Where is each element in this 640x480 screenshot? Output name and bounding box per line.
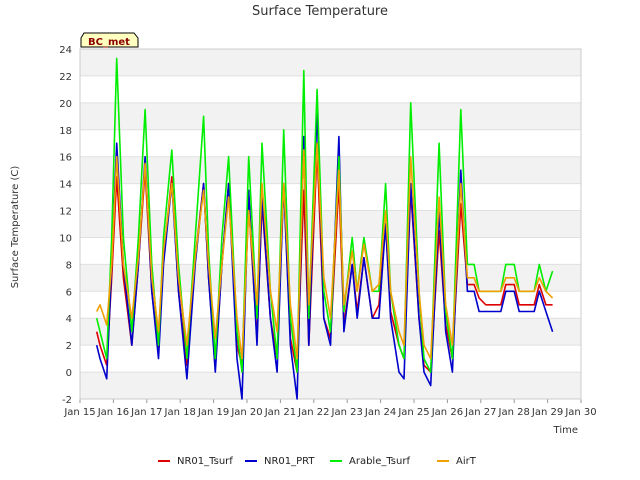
series-line-airt [95,142,554,360]
y-tick-label: 6 [66,287,72,298]
y-tick-label: 16 [59,153,72,164]
y-tick-label: 10 [59,233,72,244]
y-tick-label: 4 [66,314,72,325]
grid-band [80,210,581,238]
series-lines [95,57,554,400]
y-tick-label: 12 [59,207,72,218]
station-badge: BC_met [80,32,139,48]
x-tick-label: Jan 20 [230,407,262,418]
x-tick-label: Jan 30 [564,407,596,418]
y-axis-title: Surface Temperature (C) [10,166,21,289]
x-tick-label: Jan 26 [431,407,463,418]
badge-label: BC_met [88,37,130,48]
legend: NR01_Tsurf NR01_PRT Arable_Tsurf AirT [158,456,477,467]
x-tick-label: Jan 25 [397,407,429,418]
grid-band [80,372,581,399]
grid-band [80,156,581,184]
y-tick-label: 20 [59,99,72,110]
series-line-arable-tsurf [95,57,554,373]
x-tick-label: Jan 28 [498,407,530,418]
x-tick-label: Jan 17 [130,407,162,418]
plot-frame [79,48,582,400]
x-tick-label: Jan 22 [297,407,329,418]
y-tick-label: 0 [66,368,72,379]
x-tick-label: Jan 24 [364,407,396,418]
x-tick-label: Jan 16 [97,407,129,418]
legend-label: NR01_Tsurf [177,456,233,467]
grid-band [80,49,581,76]
legend-label: Arable_Tsurf [349,456,410,467]
x-tick-label: Jan 19 [197,407,229,418]
y-tick-label: 24 [59,45,72,56]
grid-band [80,102,581,130]
legend-label: AirT [456,456,477,467]
x-tick-label: Jan 23 [331,407,363,418]
x-tick-label: Jan 21 [264,407,296,418]
x-tick-label: Jan 27 [464,407,496,418]
y-tick-label: -2 [62,395,72,406]
y-tick-label: 2 [66,341,72,352]
chart-title: Surface Temperature [252,4,388,19]
badge-shape [80,32,139,48]
x-tick-label: Jan 15 [63,407,95,418]
x-axis-title: Time [553,425,578,436]
series-line-nr01-prt [95,108,554,400]
legend-label: NR01_PRT [264,456,315,467]
y-tick-label: 14 [59,180,72,191]
x-axis: Jan 15 Jan 16 Jan 17 Jan 18 Jan 19 Jan 20 Jan … [63,399,597,418]
grid-bands [80,49,581,399]
y-tick-label: 8 [66,260,72,271]
y-tick-label: 18 [59,126,72,137]
x-tick-label: Jan 18 [164,407,196,418]
x-tick-label: Jan 29 [531,407,563,418]
y-tick-label: 22 [59,72,72,83]
